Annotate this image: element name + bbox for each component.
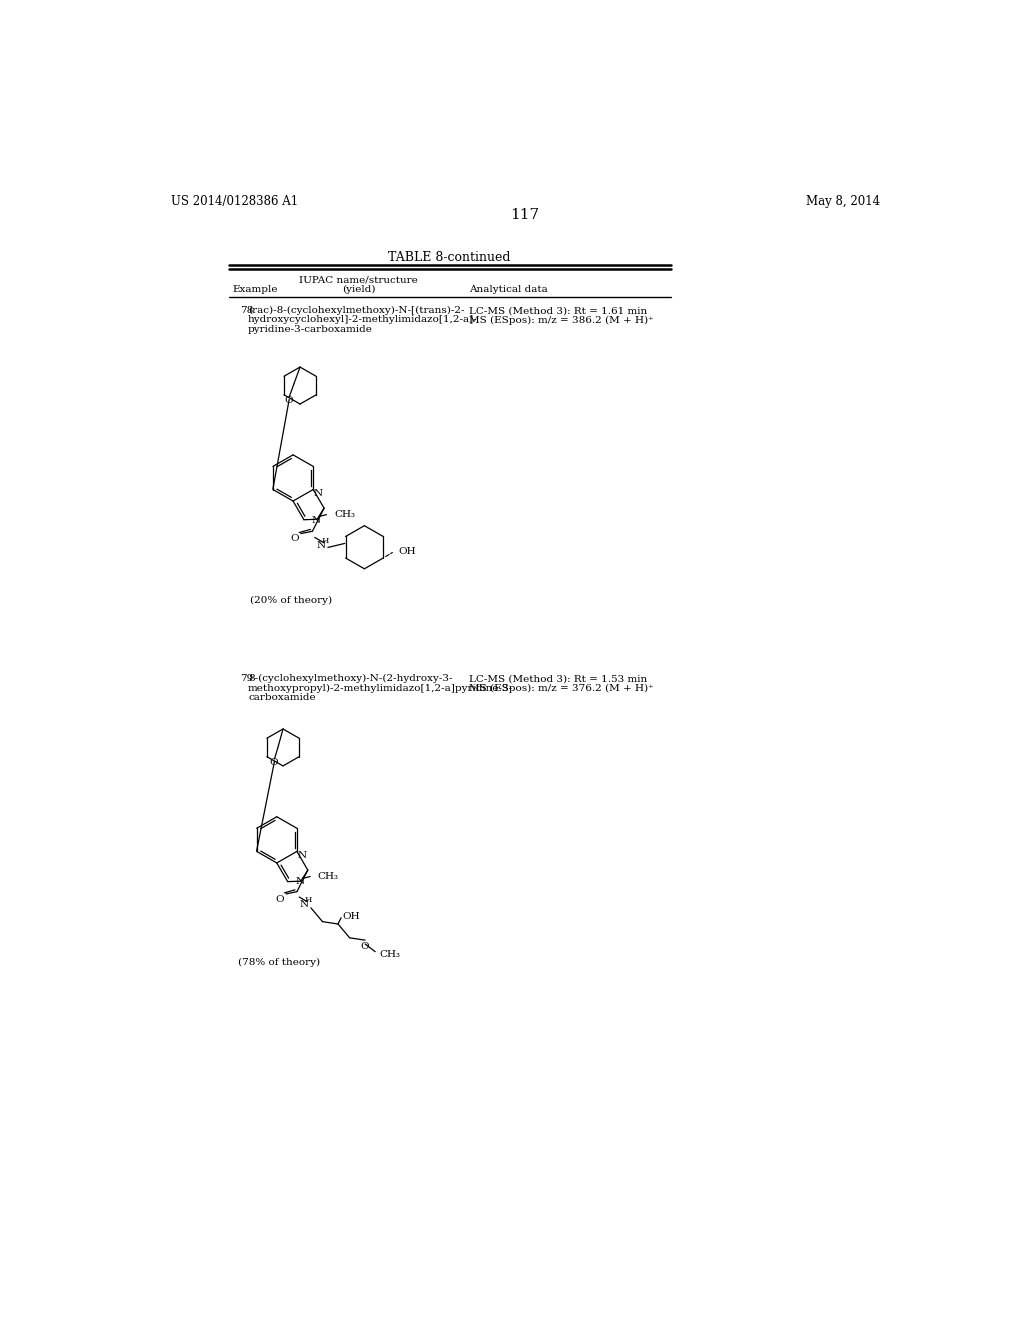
Text: MS (ESpos): m/z = 386.2 (M + H)⁺: MS (ESpos): m/z = 386.2 (M + H)⁺ <box>469 315 653 325</box>
Text: CH₃: CH₃ <box>379 949 400 958</box>
Text: H: H <box>305 896 312 904</box>
Text: hydroxycyclohexyl]-2-methylimidazo[1,2-a]-: hydroxycyclohexyl]-2-methylimidazo[1,2-a… <box>248 315 478 325</box>
Text: O: O <box>284 396 293 405</box>
Text: O: O <box>269 759 278 767</box>
Text: OH: OH <box>342 912 359 921</box>
Text: carboxamide: carboxamide <box>248 693 315 702</box>
Text: LC-MS (Method 3): Rt = 1.53 min: LC-MS (Method 3): Rt = 1.53 min <box>469 675 647 684</box>
Text: N: N <box>316 541 326 550</box>
Text: H: H <box>322 537 330 545</box>
Text: (yield): (yield) <box>342 285 376 294</box>
Text: pyridine-3-carboxamide: pyridine-3-carboxamide <box>248 325 373 334</box>
Text: N: N <box>298 851 307 859</box>
Text: O: O <box>360 941 369 950</box>
Text: methoxypropyl)-2-methylimidazo[1,2-a]pyridine-3-: methoxypropyl)-2-methylimidazo[1,2-a]pyr… <box>248 684 513 693</box>
Text: CH₃: CH₃ <box>317 873 339 880</box>
Text: Example: Example <box>232 285 279 293</box>
Text: O: O <box>275 895 285 904</box>
Text: US 2014/0128386 A1: US 2014/0128386 A1 <box>171 195 298 209</box>
Text: 117: 117 <box>510 209 540 223</box>
Text: TABLE 8-continued: TABLE 8-continued <box>388 251 511 264</box>
Text: N: N <box>299 900 308 909</box>
Text: (rac)-8-(cyclohexylmethoxy)-N-[(trans)-2-: (rac)-8-(cyclohexylmethoxy)-N-[(trans)-2… <box>248 306 465 315</box>
Text: N: N <box>296 878 304 887</box>
Text: May 8, 2014: May 8, 2014 <box>806 195 880 209</box>
Text: O: O <box>290 535 299 544</box>
Text: N: N <box>314 488 324 498</box>
Text: LC-MS (Method 3): Rt = 1.61 min: LC-MS (Method 3): Rt = 1.61 min <box>469 306 647 315</box>
Text: OH: OH <box>398 546 417 556</box>
Text: Analytical data: Analytical data <box>469 285 548 293</box>
Text: 78: 78 <box>241 306 254 315</box>
Text: 8-(cyclohexylmethoxy)-N-(2-hydroxy-3-: 8-(cyclohexylmethoxy)-N-(2-hydroxy-3- <box>248 675 453 684</box>
Text: IUPAC name/structure: IUPAC name/structure <box>299 276 418 284</box>
Text: 79: 79 <box>241 675 254 684</box>
Text: N: N <box>311 516 321 524</box>
Text: (78% of theory): (78% of theory) <box>238 958 321 966</box>
Text: CH₃: CH₃ <box>334 510 355 519</box>
Text: MS (ESpos): m/z = 376.2 (M + H)⁺: MS (ESpos): m/z = 376.2 (M + H)⁺ <box>469 684 653 693</box>
Text: (20% of theory): (20% of theory) <box>250 595 332 605</box>
